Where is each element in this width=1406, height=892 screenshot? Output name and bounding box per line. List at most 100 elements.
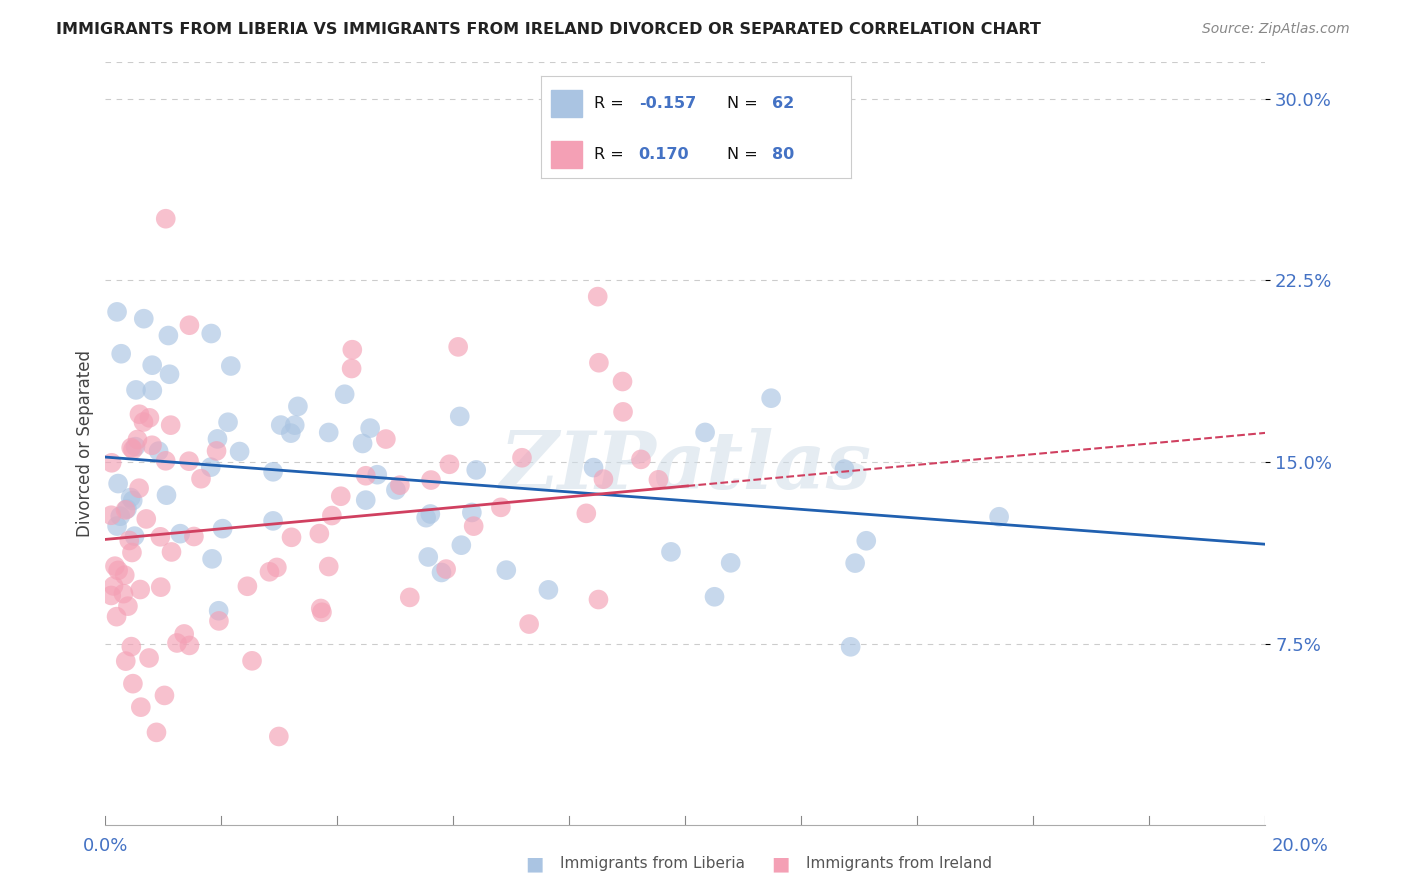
Text: R =: R = [593, 96, 628, 111]
Point [104, 559, 127, 574]
Point [988, 509, 1011, 524]
Point [308, 526, 330, 541]
Point [183, 529, 205, 543]
Point [107, 476, 129, 491]
Point [121, 493, 143, 508]
Point [693, 425, 716, 440]
Point [588, 356, 610, 370]
Point [205, 444, 228, 458]
Point [112, 587, 135, 601]
Point [839, 640, 862, 654]
Point [284, 418, 307, 433]
Point [647, 473, 669, 487]
Point [537, 582, 560, 597]
Point [329, 489, 352, 503]
Point [280, 530, 302, 544]
Point [118, 533, 141, 548]
Point [129, 582, 152, 597]
Point [138, 651, 160, 665]
Point [354, 493, 377, 508]
Text: 62: 62 [772, 96, 794, 111]
Point [439, 457, 461, 471]
Point [141, 384, 163, 398]
Point [720, 556, 742, 570]
Point [366, 467, 388, 482]
Point [103, 579, 125, 593]
Point [155, 488, 177, 502]
Text: IMMIGRANTS FROM LIBERIA VS IMMIGRANTS FROM IRELAND DIVORCED OR SEPARATED CORRELA: IMMIGRANTS FROM LIBERIA VS IMMIGRANTS FR… [56, 22, 1040, 37]
Point [447, 340, 470, 354]
Point [138, 410, 160, 425]
Point [388, 478, 411, 492]
Point [132, 311, 155, 326]
Point [149, 580, 172, 594]
Point [612, 405, 634, 419]
Point [834, 462, 856, 476]
Point [318, 559, 340, 574]
Point [359, 421, 381, 435]
Point [177, 454, 200, 468]
Point [127, 433, 149, 447]
Text: 80: 80 [772, 147, 794, 162]
Point [228, 444, 250, 458]
Point [855, 533, 877, 548]
Point [586, 290, 609, 304]
Point [179, 318, 201, 333]
Point [575, 506, 598, 520]
Point [510, 450, 533, 465]
Point [333, 387, 356, 401]
Point [287, 400, 309, 414]
Point [124, 529, 146, 543]
Point [121, 545, 143, 559]
Y-axis label: Divorced or Separated: Divorced or Separated [76, 351, 94, 537]
Point [844, 556, 866, 570]
Text: N =: N = [727, 147, 763, 162]
Point [200, 326, 222, 341]
Point [418, 549, 440, 564]
Point [200, 460, 222, 475]
Point [420, 473, 443, 487]
Point [149, 530, 172, 544]
Point [190, 472, 212, 486]
Point [759, 391, 782, 405]
Point [110, 347, 132, 361]
Point [107, 563, 129, 577]
Point [588, 592, 610, 607]
Point [141, 358, 163, 372]
Point [208, 614, 231, 628]
Point [659, 545, 682, 559]
Point [489, 500, 512, 515]
Point [262, 465, 284, 479]
Point [114, 654, 136, 668]
Point [179, 639, 201, 653]
Point [434, 562, 457, 576]
Point [266, 560, 288, 574]
Point [159, 418, 181, 433]
Point [463, 519, 485, 533]
Point [240, 654, 263, 668]
Point [311, 605, 333, 619]
Text: 0.170: 0.170 [638, 147, 689, 162]
Point [129, 700, 152, 714]
Point [449, 409, 471, 424]
Point [465, 463, 488, 477]
Point [114, 503, 136, 517]
Text: 0.0%: 0.0% [83, 837, 128, 855]
Point [100, 589, 122, 603]
Point [630, 452, 652, 467]
Point [517, 617, 540, 632]
FancyBboxPatch shape [551, 90, 582, 117]
Point [166, 636, 188, 650]
Point [211, 522, 233, 536]
Point [374, 432, 396, 446]
Point [114, 568, 136, 582]
Point [262, 514, 284, 528]
Point [398, 591, 420, 605]
Point [153, 689, 176, 703]
Point [340, 361, 363, 376]
Point [703, 590, 725, 604]
Point [461, 506, 484, 520]
Point [100, 508, 122, 523]
Point [135, 512, 157, 526]
Point [318, 425, 340, 440]
